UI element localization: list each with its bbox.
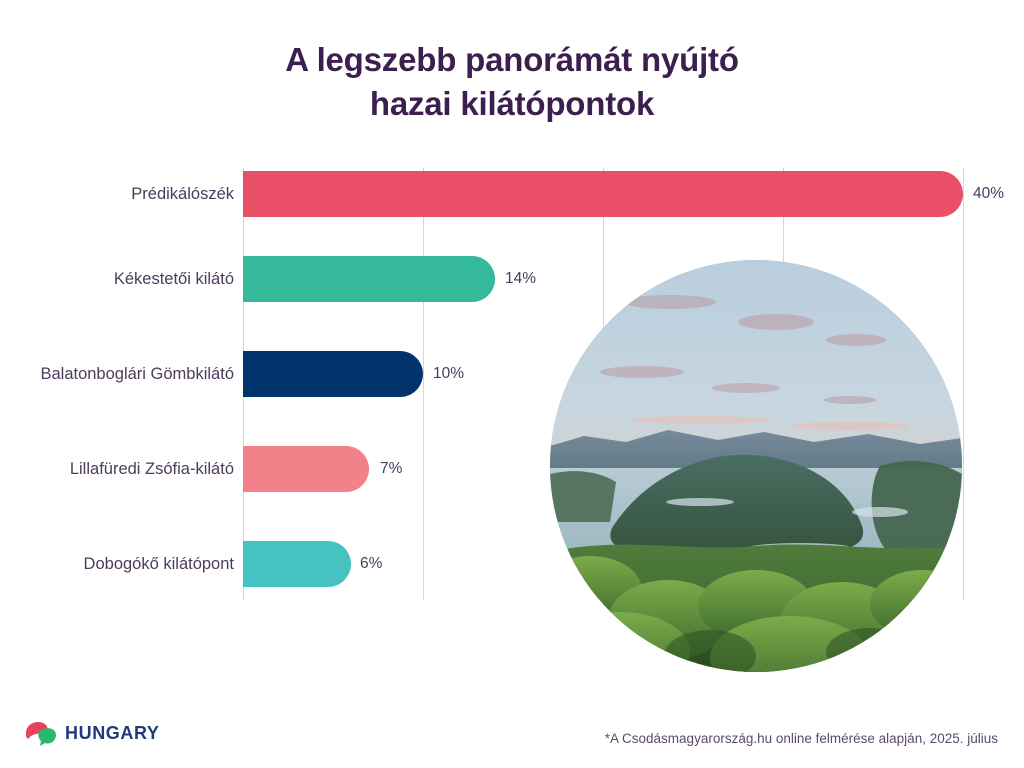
bar-kekesteto[interactable] (243, 256, 495, 302)
hungary-logo: HUNGARY (24, 720, 160, 746)
page-title: A legszebb panorámát nyújtó hazai kilátó… (0, 38, 1024, 125)
source-note: *A Csodásmagyarország.hu online felmérés… (604, 731, 998, 746)
hungary-logo-text: HUNGARY (65, 722, 160, 743)
page-title-line-2: hazai kilátópontok (369, 84, 655, 122)
bar-chart: Prédikálószék 40% Kékestetői kilátó 14% … (0, 160, 1024, 610)
bar-row: Kékestetői kilátó 14% (0, 256, 1024, 302)
bar-row: Balatonboglári Gömbkilátó 10% (0, 351, 1024, 397)
bar-value-label: 6% (360, 555, 383, 572)
page-title-line-1: A legszebb panorámát nyújtó (285, 41, 739, 78)
bar-category-label: Balatonboglári Gömbkilátó (40, 365, 234, 383)
danube-bend-photo (550, 260, 962, 672)
bar-category-label: Dobogókő kilátópont (83, 555, 234, 573)
bar-predikaloszek[interactable] (243, 171, 963, 217)
gridline (423, 168, 424, 600)
bar-value-label: 40% (973, 185, 1005, 202)
bar-value-label: 10% (433, 365, 465, 382)
bar-row: Prédikálószék 40% (0, 171, 1024, 217)
gridline (963, 168, 964, 600)
bar-row: Lillafüredi Zsófia-kilátó 7% (0, 446, 1024, 492)
bar-balatonboglar[interactable] (243, 351, 423, 397)
bar-value-label: 14% (505, 270, 537, 287)
bar-category-label: Lillafüredi Zsófia-kilátó (69, 460, 234, 478)
bar-dobogoko[interactable] (243, 541, 351, 587)
bar-row: Dobogókő kilátópont 6% (0, 541, 1024, 587)
bar-lillafured[interactable] (243, 446, 369, 492)
bar-value-label: 7% (380, 460, 403, 477)
bar-category-label: Kékestetői kilátó (113, 270, 234, 288)
hungary-logo-mark-icon (26, 722, 56, 746)
bar-category-label: Prédikálószék (131, 185, 234, 203)
